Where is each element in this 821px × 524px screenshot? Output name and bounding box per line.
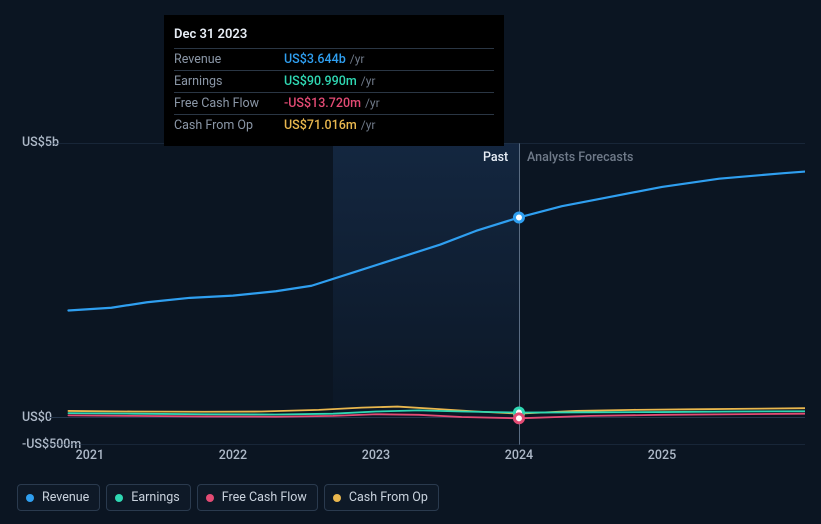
series-dot-revenue: [514, 213, 523, 222]
legend-item-revenue[interactable]: Revenue: [17, 484, 100, 511]
legend-label: Revenue: [42, 490, 89, 505]
tooltip-row: EarningsUS$90.990m/yr: [174, 71, 494, 93]
chart-legend: Revenue Earnings Free Cash Flow Cash From O…: [17, 484, 439, 511]
chart-svg: [47, 143, 805, 445]
x-axis-label: 2023: [362, 448, 390, 463]
x-axis-label: 2021: [76, 448, 104, 463]
x-axis-label: 2025: [648, 448, 676, 463]
legend-label: Cash From Op: [349, 490, 428, 505]
tooltip-date: Dec 31 2023: [174, 23, 494, 48]
legend-item-cashop[interactable]: Cash From Op: [324, 484, 439, 511]
legend-item-fcf[interactable]: Free Cash Flow: [197, 484, 318, 511]
tooltip-row-label: Cash From Op: [174, 115, 284, 137]
tooltip-row-value: US$3.644b/yr: [284, 49, 494, 71]
tooltip-row-value: US$71.016m/yr: [284, 115, 494, 137]
legend-dot-icon: [333, 494, 341, 502]
chart-plot: [47, 143, 805, 445]
legend-dot-icon: [206, 494, 214, 502]
x-axis-label: 2024: [505, 448, 533, 463]
x-axis-label: 2022: [219, 448, 247, 463]
tooltip-row-value: US$90.990m/yr: [284, 71, 494, 93]
earnings-revenue-chart[interactable]: US$5bUS$0-US$500m: [17, 125, 805, 445]
tooltip-row-value: -US$13.720m/yr: [284, 93, 494, 115]
label-forecast: Analysts Forecasts: [527, 150, 633, 165]
label-past: Past: [483, 150, 508, 165]
tooltip-row-label: Free Cash Flow: [174, 93, 284, 115]
legend-item-earnings[interactable]: Earnings: [106, 484, 190, 511]
series-dot-fcf: [514, 414, 523, 423]
chart-tooltip: Dec 31 2023 RevenueUS$3.644b/yrEarningsU…: [164, 15, 504, 146]
tooltip-row: Free Cash Flow-US$13.720m/yr: [174, 93, 494, 115]
x-axis-labels: 2021 2022 2023 2024 2025: [47, 448, 805, 468]
legend-dot-icon: [26, 494, 34, 502]
legend-label: Free Cash Flow: [222, 490, 307, 505]
legend-dot-icon: [115, 494, 123, 502]
series-revenue: [68, 172, 805, 311]
tooltip-row: Cash From OpUS$71.016m/yr: [174, 115, 494, 137]
tooltip-row: RevenueUS$3.644b/yr: [174, 49, 494, 71]
tooltip-table: RevenueUS$3.644b/yrEarningsUS$90.990m/yr…: [174, 48, 494, 136]
tooltip-row-label: Revenue: [174, 49, 284, 71]
legend-label: Earnings: [131, 490, 179, 505]
tooltip-row-label: Earnings: [174, 71, 284, 93]
